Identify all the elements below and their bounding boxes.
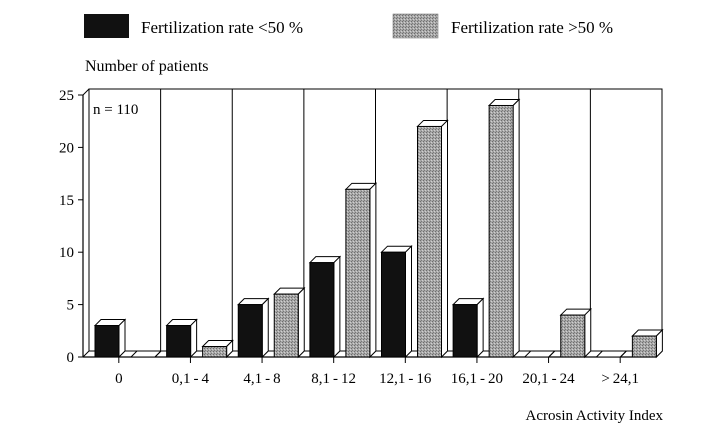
y-tick-label: 15 — [59, 193, 74, 209]
y-tick-label: 5 — [67, 298, 75, 314]
bars — [93, 98, 664, 359]
y-axis-label: Number of patients — [85, 58, 209, 75]
bar-side — [261, 297, 269, 359]
bar-side — [154, 350, 162, 358]
bar-side — [584, 307, 592, 359]
floor-edge-left — [82, 350, 90, 358]
bar-front — [560, 314, 586, 358]
bar-front — [166, 325, 192, 358]
bar — [380, 244, 413, 359]
bar-front — [488, 104, 514, 358]
bar — [559, 307, 592, 359]
y-tick-label: 20 — [59, 140, 74, 156]
bar — [523, 350, 556, 358]
bar-side — [118, 318, 126, 359]
sample-size-annotation: n = 110 — [93, 102, 138, 118]
bar-side — [441, 119, 448, 359]
bar-front — [345, 188, 371, 358]
bar — [129, 350, 163, 358]
bar — [631, 328, 664, 359]
bar-side — [512, 98, 520, 359]
bar — [273, 286, 306, 359]
y-axis-ticks: 0 5 10 15 20 25 — [59, 88, 83, 366]
x-axis-label: Acrosin Activity Index — [526, 408, 664, 424]
bar-front — [94, 325, 120, 358]
bar — [201, 339, 234, 359]
bar-front — [202, 346, 228, 358]
legend: Fertilization rate <50 % Fertilization r… — [84, 13, 613, 39]
y-tick-label: 25 — [59, 88, 74, 104]
bar-side — [620, 350, 627, 358]
bar — [165, 318, 198, 359]
bar-side — [405, 244, 412, 359]
bar — [416, 119, 449, 359]
legend-item-low: Fertilization rate <50 % — [84, 14, 303, 38]
bar — [344, 182, 378, 359]
x-tick-label: 0,1 - 4 — [172, 371, 210, 387]
bar-front — [273, 293, 299, 358]
y-tick-label: 0 — [67, 350, 75, 366]
bar-front — [381, 251, 406, 358]
bar — [308, 255, 342, 359]
bar-side — [297, 286, 305, 359]
bar-side — [190, 318, 198, 359]
bar — [451, 297, 485, 359]
bar — [595, 350, 628, 358]
legend-swatch-low — [84, 14, 129, 38]
bar-side — [333, 255, 341, 359]
bar-side — [476, 297, 484, 359]
x-tick-label: 8,1 - 12 — [311, 371, 356, 387]
bar — [93, 318, 127, 359]
bar-front — [452, 304, 478, 358]
legend-label-high: Fertilization rate >50 % — [451, 18, 613, 37]
bar-front — [631, 335, 657, 358]
legend-swatch-high — [392, 13, 439, 39]
x-tick-label: > 24,1 — [601, 371, 639, 387]
x-tick-label: 4,1 - 8 — [243, 371, 280, 387]
bar — [237, 297, 270, 359]
y-tick-label: 10 — [59, 245, 74, 261]
bar-front — [237, 304, 263, 358]
x-tick-label: 0 — [115, 371, 123, 387]
legend-item-high: Fertilization rate >50 % — [392, 13, 613, 39]
bar-front — [309, 262, 335, 358]
bar-side — [369, 182, 377, 359]
legend-label-low: Fertilization rate <50 % — [141, 18, 303, 37]
wall-top-edge — [82, 88, 90, 96]
x-axis-ticks: 0 0,1 - 4 4,1 - 8 8,1 - 12 12,1 - 16 16,1 - 2… — [115, 357, 639, 387]
bar-side — [548, 350, 556, 358]
x-tick-label: 12,1 - 16 — [379, 371, 432, 387]
bar — [487, 98, 521, 359]
x-tick-label: 20,1 - 24 — [522, 371, 575, 387]
bar-front — [417, 125, 442, 358]
x-tick-label: 16,1 - 20 — [451, 371, 503, 387]
